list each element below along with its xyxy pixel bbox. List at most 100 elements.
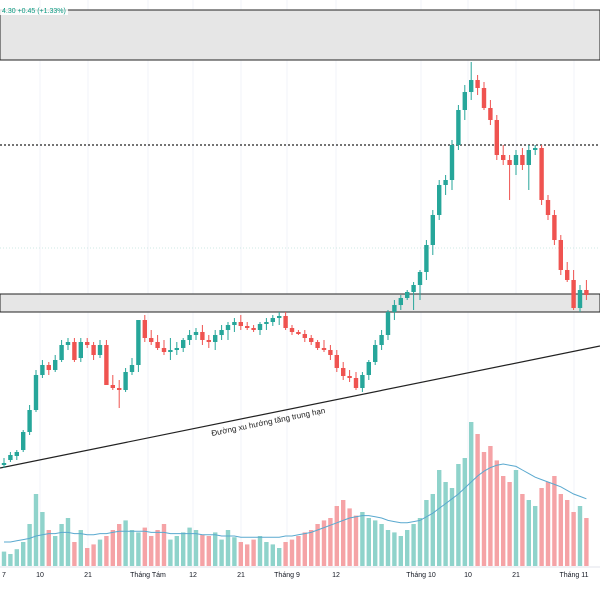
volume-bar[interactable]	[577, 506, 583, 566]
volume-bar[interactable]	[469, 422, 474, 566]
volume-bar[interactable]	[539, 488, 544, 566]
volume-bar[interactable]	[321, 520, 327, 566]
volume-bar[interactable]	[1, 551, 7, 566]
volume-bar[interactable]	[494, 460, 499, 566]
volume-bar[interactable]	[264, 542, 269, 566]
volume-bar[interactable]	[225, 530, 231, 566]
candle[interactable]	[123, 368, 128, 392]
volume-bar[interactable]	[513, 470, 519, 566]
candle[interactable]	[373, 340, 378, 365]
candle[interactable]	[85, 338, 90, 348]
candle[interactable]	[360, 372, 365, 392]
candle[interactable]	[481, 82, 487, 110]
candle[interactable]	[430, 210, 435, 255]
volume-bar[interactable]	[14, 549, 19, 566]
candle[interactable]	[565, 262, 570, 282]
volume-bar[interactable]	[366, 518, 371, 566]
candle[interactable]	[488, 100, 493, 125]
candle[interactable]	[321, 340, 327, 352]
volume-bar[interactable]	[443, 482, 448, 566]
candle[interactable]	[277, 312, 282, 325]
candle[interactable]	[251, 325, 256, 332]
volume-bar[interactable]	[85, 548, 90, 566]
volume-bar[interactable]	[78, 530, 83, 566]
candle[interactable]	[571, 270, 576, 310]
candle[interactable]	[200, 325, 205, 345]
volume-bar[interactable]	[565, 500, 570, 566]
candle[interactable]	[97, 340, 103, 358]
candle[interactable]	[392, 300, 397, 320]
candle[interactable]	[149, 330, 154, 345]
candle[interactable]	[437, 180, 442, 220]
volume-bar[interactable]	[353, 515, 359, 566]
candle[interactable]	[475, 75, 480, 95]
candle[interactable]	[558, 235, 563, 275]
volume-bar[interactable]	[53, 536, 58, 566]
candle[interactable]	[405, 290, 410, 300]
support-zone[interactable]	[0, 293, 600, 313]
volume-bar[interactable]	[123, 520, 128, 566]
volume-bar[interactable]	[475, 434, 480, 566]
candle[interactable]	[142, 315, 147, 342]
volume-bar[interactable]	[174, 536, 179, 566]
volume-bar[interactable]	[245, 544, 250, 566]
candle[interactable]	[136, 320, 141, 372]
candle[interactable]	[129, 358, 135, 375]
candle[interactable]	[174, 342, 179, 355]
volume-bar[interactable]	[533, 506, 538, 566]
candle[interactable]	[494, 115, 499, 160]
uptrend-line[interactable]	[0, 345, 600, 469]
candle[interactable]	[181, 338, 186, 352]
candle[interactable]	[334, 350, 339, 372]
volume-bar[interactable]	[398, 536, 403, 566]
candle[interactable]	[379, 330, 384, 350]
volume-bar[interactable]	[129, 530, 135, 566]
volume-bar[interactable]	[584, 518, 589, 566]
volume-bar[interactable]	[507, 482, 512, 566]
volume-bar[interactable]	[136, 532, 141, 566]
volume-bar[interactable]	[405, 530, 410, 566]
volume-bar[interactable]	[91, 544, 96, 566]
candle[interactable]	[117, 380, 122, 408]
candle[interactable]	[507, 155, 512, 200]
volume-bar[interactable]	[117, 524, 122, 566]
candle[interactable]	[91, 342, 96, 360]
volume-bar[interactable]	[437, 470, 442, 566]
volume-bar[interactable]	[302, 532, 307, 566]
volume-bar[interactable]	[347, 508, 352, 566]
volume-bar[interactable]	[456, 464, 461, 566]
volume-bar[interactable]	[104, 536, 109, 566]
candle[interactable]	[27, 405, 32, 435]
volume-bar[interactable]	[417, 518, 423, 566]
candle[interactable]	[289, 325, 295, 335]
candle[interactable]	[155, 335, 160, 350]
volume-bar[interactable]	[449, 488, 455, 566]
volume-bar[interactable]	[571, 512, 576, 566]
candle[interactable]	[46, 362, 51, 375]
volume-bar[interactable]	[411, 524, 416, 566]
volume-bar[interactable]	[257, 536, 263, 566]
candle[interactable]	[341, 362, 346, 380]
volume-bar[interactable]	[187, 527, 192, 566]
volume-bar[interactable]	[213, 532, 218, 566]
candle[interactable]	[577, 285, 583, 312]
volume-bar[interactable]	[385, 530, 391, 566]
candle[interactable]	[232, 318, 237, 332]
volume-bar[interactable]	[526, 500, 531, 566]
candle[interactable]	[539, 145, 544, 205]
volume-bar[interactable]	[289, 539, 295, 566]
candle[interactable]	[424, 240, 429, 280]
candle[interactable]	[533, 145, 538, 155]
candle[interactable]	[469, 62, 474, 100]
candle[interactable]	[417, 270, 423, 300]
volume-bar[interactable]	[8, 554, 13, 566]
candle[interactable]	[168, 338, 173, 360]
candle[interactable]	[213, 330, 218, 350]
candle[interactable]	[53, 355, 58, 372]
volume-bar[interactable]	[501, 476, 506, 566]
candle[interactable]	[328, 345, 333, 360]
candle[interactable]	[353, 372, 359, 390]
volume-bar[interactable]	[309, 530, 314, 566]
volume-bar[interactable]	[181, 532, 186, 566]
volume-bar[interactable]	[200, 534, 205, 566]
